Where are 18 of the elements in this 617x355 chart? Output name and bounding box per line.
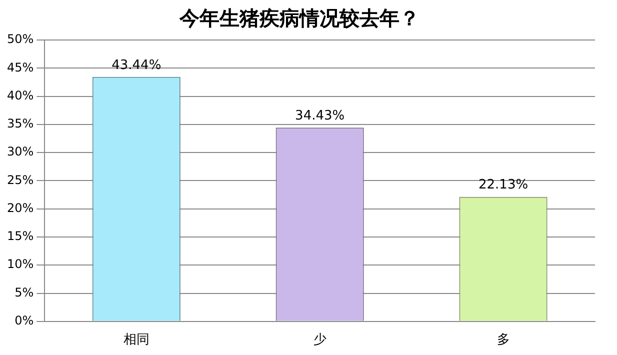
y-tick-label: 40%	[7, 88, 34, 102]
data-label: 22.13%	[478, 178, 528, 193]
y-tick-label: 50%	[7, 32, 34, 46]
x-tick-label: 多	[496, 332, 510, 348]
y-tick-label: 25%	[7, 172, 34, 187]
x-tick-label: 少	[313, 332, 326, 348]
data-label: 34.43%	[295, 108, 345, 124]
y-tick-label: 0%	[14, 314, 34, 328]
y-tick-label: 30%	[7, 144, 34, 159]
y-tick-label: 45%	[7, 60, 34, 74]
y-tick-label: 10%	[7, 257, 34, 272]
y-tick-label: 20%	[7, 200, 34, 215]
chart-title: 今年生猪疾病情况较去年？	[178, 6, 420, 30]
x-tick-label: 相同	[123, 332, 150, 348]
data-label: 43.44%	[112, 58, 162, 73]
y-tick-label: 35%	[7, 116, 34, 131]
y-tick-label: 15%	[7, 229, 34, 244]
y-tick-label: 5%	[14, 285, 34, 300]
